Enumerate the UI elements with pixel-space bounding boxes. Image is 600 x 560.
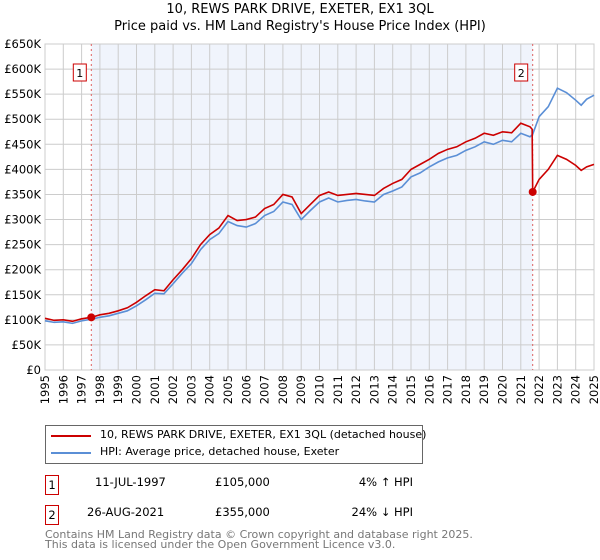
transaction-row: 1 11-JUL-1997 £105,000 4% ↑ HPI [45,475,445,495]
legend-label: 10, REWS PARK DRIVE, EXETER, EX1 3QL (de… [100,428,427,441]
x-tick-label: 2024 [569,375,583,404]
transaction-date: 11-JUL-1997 [95,475,166,489]
y-tick-label: £150K [4,288,41,302]
chart-title: 10, REWS PARK DRIVE, EXETER, EX1 3QL [166,2,434,17]
x-tick-label: 2020 [496,375,510,404]
x-tick-label: 2003 [184,375,198,404]
y-tick-label: £250K [4,238,41,252]
x-tick-label: 2016 [422,375,436,404]
transaction-row: 2 26-AUG-2021 £355,000 24% ↓ HPI [45,505,445,525]
chart-subtitle: Price paid vs. HM Land Registry's House … [114,19,486,34]
y-tick-label: £500K [4,112,41,126]
y-tick-label: £300K [4,213,41,227]
x-tick-label: 1998 [93,375,107,404]
y-tick-label: £200K [4,263,41,277]
sale-point [87,313,96,322]
x-tick-label: 2023 [550,375,564,404]
marker-badge [514,63,529,82]
footer: Contains HM Land Registry data © Crown c… [45,528,473,551]
x-tick-label: 2017 [441,375,455,404]
y-tick-label: £650K [4,37,41,51]
x-tick-label: 1995 [38,375,52,404]
y-tick-label: £350K [4,187,41,201]
x-tick-label: 2025 [587,375,600,404]
marker-badge [72,63,87,82]
legend-swatch-red [51,435,91,437]
x-tick-label: 2005 [221,375,235,404]
legend: 10, REWS PARK DRIVE, EXETER, EX1 3QL (de… [45,425,427,464]
marker-label: 2 [518,67,525,80]
x-tick-label: 2000 [130,375,144,404]
marker-badge: 1 [45,475,59,495]
sale-point [528,187,537,196]
transaction-price: £355,000 [215,505,270,519]
shaded-period [91,44,533,370]
plot-border [44,43,595,371]
hpi-line [44,87,595,325]
x-tick-label: 2002 [166,375,180,404]
x-tick-label: 1996 [56,375,70,404]
x-tick-label: 2018 [459,375,473,404]
marker-label: 1 [76,67,83,80]
footer-line: Contains HM Land Registry data © Crown c… [45,528,473,541]
x-tick-label: 2004 [203,375,217,404]
y-tick-label: £450K [4,137,41,151]
transaction-hpi: 24% ↓ HPI [351,505,413,519]
x-tick-label: 2008 [276,375,290,404]
x-tick-label: 2001 [148,375,162,404]
price-line [44,122,595,323]
x-tick-label: 1999 [111,375,125,404]
y-tick-label: £550K [4,87,41,101]
price-chart: 1995 1996 1997 1998 1999 2000 2001 2002 2003 2004… [4,37,600,404]
y-tick-label: £600K [4,62,41,76]
transaction-price: £105,000 [215,475,270,489]
x-tick-label: 2010 [313,375,327,404]
y-tick-label: £400K [4,162,41,176]
x-tick-label: 2011 [331,375,345,404]
y-tick-label: £100K [4,313,41,327]
marker-badge: 2 [45,505,59,525]
transaction-date: 26-AUG-2021 [87,505,165,519]
y-tick-label: £0 [26,363,41,377]
x-tick-label: 2021 [514,375,528,404]
x-tick-label: 2007 [258,375,272,404]
x-tick-label: 2022 [532,375,546,404]
x-tick-label: 2015 [404,375,418,404]
legend-label: HPI: Average price, detached house, Exet… [100,445,340,458]
x-tick-label: 1997 [75,375,89,404]
x-tick-label: 2009 [294,375,308,404]
x-tick-label: 2019 [477,375,491,404]
y-tick-label: £50K [12,338,42,352]
x-tick-label: 2014 [386,375,400,404]
x-tick-label: 2006 [239,375,253,404]
transaction-hpi: 4% ↑ HPI [358,475,413,489]
footer-line: This data is licensed under the Open Gov… [45,538,396,551]
x-tick-label: 2012 [349,375,363,404]
x-tick-label: 2013 [367,375,381,404]
legend-swatch-blue [51,452,91,454]
